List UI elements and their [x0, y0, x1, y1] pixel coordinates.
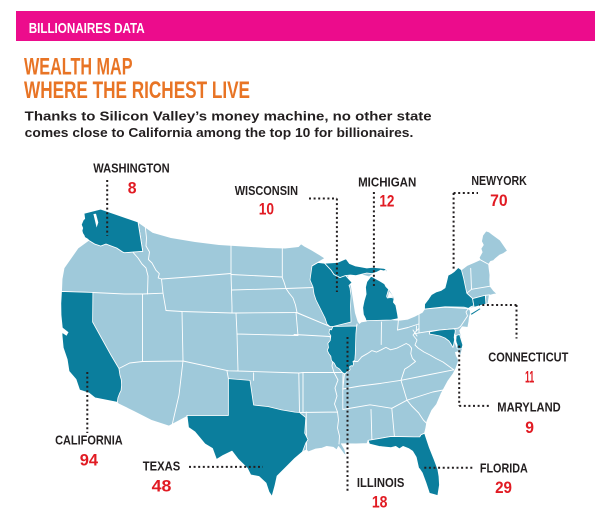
svg-text:CONNECTICUT: CONNECTICUT [488, 350, 568, 365]
svg-text:WASHINGTON: WASHINGTON [93, 161, 170, 176]
svg-text:29: 29 [495, 478, 512, 497]
svg-text:12: 12 [379, 191, 394, 210]
svg-text:MARYLAND: MARYLAND [497, 400, 560, 415]
svg-text:10: 10 [259, 199, 274, 218]
svg-text:NEWYORK: NEWYORK [471, 173, 527, 188]
svg-text:WISCONSIN: WISCONSIN [235, 183, 298, 198]
svg-text:18: 18 [372, 493, 388, 512]
svg-text:BILLIONAIRES DATA: BILLIONAIRES DATA [29, 20, 145, 37]
svg-text:MICHIGAN: MICHIGAN [358, 174, 416, 189]
svg-text:CALIFORNIA: CALIFORNIA [55, 433, 123, 448]
svg-text:48: 48 [152, 477, 172, 496]
svg-text:8: 8 [128, 179, 137, 198]
svg-text:comes close to California amon: comes close to California among the top … [25, 125, 414, 140]
svg-text:WEALTH MAP: WEALTH MAP [24, 54, 133, 81]
svg-text:Thanks to Silicon Valley’s mon: Thanks to Silicon Valley’s money machine… [25, 109, 432, 124]
svg-text:ILLINOIS: ILLINOIS [357, 475, 405, 490]
svg-text:70: 70 [490, 191, 508, 210]
svg-text:FLORIDA: FLORIDA [480, 461, 528, 476]
svg-text:11: 11 [525, 368, 534, 387]
svg-text:WHERE THE RICHEST LIVE: WHERE THE RICHEST LIVE [24, 77, 250, 104]
svg-text:9: 9 [525, 418, 534, 437]
svg-text:94: 94 [80, 450, 99, 469]
svg-text:TEXAS: TEXAS [143, 459, 181, 474]
